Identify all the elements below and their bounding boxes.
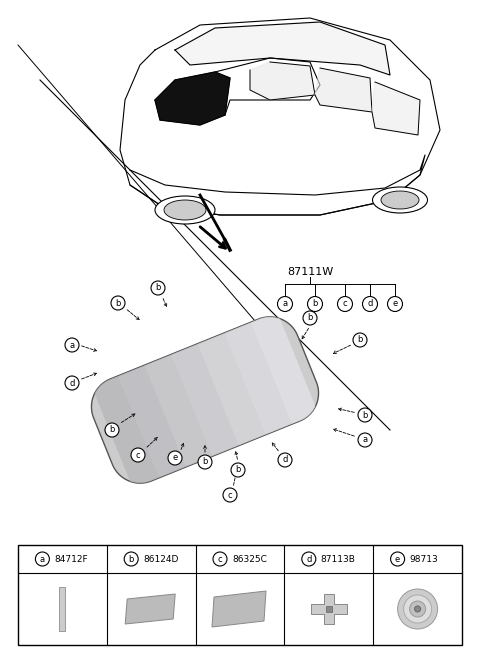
Polygon shape: [144, 354, 212, 467]
Circle shape: [151, 281, 165, 295]
Circle shape: [362, 297, 377, 312]
Circle shape: [404, 595, 432, 623]
Text: b: b: [109, 426, 115, 434]
Text: b: b: [312, 300, 318, 308]
Text: e: e: [395, 554, 400, 564]
Circle shape: [308, 297, 323, 312]
Polygon shape: [171, 344, 239, 457]
Text: c: c: [228, 491, 232, 499]
Circle shape: [303, 311, 317, 325]
Text: b: b: [235, 466, 240, 474]
Polygon shape: [250, 62, 315, 100]
Text: a: a: [362, 436, 368, 445]
Text: d: d: [282, 455, 288, 464]
Text: b: b: [156, 283, 161, 293]
Text: a: a: [282, 300, 288, 308]
Circle shape: [337, 297, 352, 312]
Text: d: d: [306, 554, 312, 564]
Polygon shape: [212, 591, 266, 627]
Circle shape: [353, 333, 367, 347]
Circle shape: [391, 552, 405, 566]
Polygon shape: [315, 68, 372, 112]
FancyBboxPatch shape: [18, 545, 462, 645]
Circle shape: [105, 423, 119, 437]
Circle shape: [397, 589, 438, 629]
Circle shape: [65, 376, 79, 390]
Circle shape: [223, 488, 237, 502]
Circle shape: [358, 408, 372, 422]
Text: b: b: [129, 554, 134, 564]
Text: b: b: [362, 411, 368, 419]
Text: 87111W: 87111W: [287, 267, 333, 277]
Circle shape: [278, 453, 292, 467]
Circle shape: [168, 451, 182, 465]
Text: 87113B: 87113B: [321, 554, 356, 564]
Polygon shape: [326, 606, 332, 612]
Circle shape: [231, 463, 245, 477]
Text: c: c: [343, 300, 348, 308]
Polygon shape: [311, 594, 347, 624]
Polygon shape: [224, 322, 292, 435]
Polygon shape: [60, 587, 65, 631]
Text: a: a: [70, 340, 74, 350]
Text: c: c: [218, 554, 222, 564]
Circle shape: [65, 338, 79, 352]
Circle shape: [387, 297, 403, 312]
Text: d: d: [367, 300, 372, 308]
Ellipse shape: [372, 187, 428, 213]
Polygon shape: [198, 333, 265, 445]
Circle shape: [213, 552, 227, 566]
Circle shape: [358, 433, 372, 447]
Polygon shape: [251, 312, 318, 424]
Circle shape: [124, 552, 138, 566]
Circle shape: [131, 448, 145, 462]
Ellipse shape: [155, 196, 215, 224]
Circle shape: [415, 606, 420, 612]
Circle shape: [277, 297, 292, 312]
Text: b: b: [202, 457, 208, 466]
Text: d: d: [69, 379, 75, 388]
Polygon shape: [92, 317, 319, 483]
Text: 86325C: 86325C: [232, 554, 267, 564]
Circle shape: [36, 552, 49, 566]
Polygon shape: [155, 72, 230, 125]
Polygon shape: [125, 594, 175, 624]
Polygon shape: [372, 82, 420, 135]
Text: 98713: 98713: [409, 554, 438, 564]
Text: 86124D: 86124D: [143, 554, 179, 564]
Ellipse shape: [164, 200, 206, 220]
Text: e: e: [172, 453, 178, 462]
Polygon shape: [92, 376, 159, 489]
Polygon shape: [175, 22, 390, 75]
Circle shape: [302, 552, 316, 566]
Text: c: c: [136, 451, 140, 459]
Text: b: b: [307, 314, 312, 323]
Text: 84712F: 84712F: [54, 554, 88, 564]
Ellipse shape: [381, 191, 419, 209]
Circle shape: [198, 455, 212, 469]
Circle shape: [111, 296, 125, 310]
Text: e: e: [392, 300, 397, 308]
Text: a: a: [40, 554, 45, 564]
Text: b: b: [115, 298, 120, 308]
Polygon shape: [118, 365, 186, 478]
Text: b: b: [357, 335, 363, 344]
Circle shape: [409, 601, 426, 617]
